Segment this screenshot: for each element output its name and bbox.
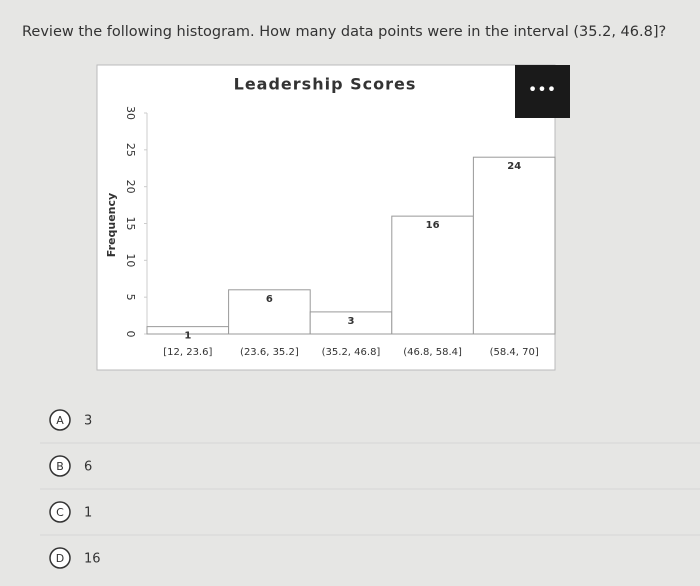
y-tick-label: 15: [124, 217, 137, 231]
option-text[interactable]: 6: [84, 460, 92, 475]
x-tick-label: (35.2, 46.8]: [322, 347, 381, 358]
value-label: 1: [184, 331, 191, 342]
x-tick-label: (46.8, 58.4]: [403, 347, 462, 358]
bar: [472, 156, 556, 335]
option-circle[interactable]: [49, 455, 71, 477]
y-tick-label: 0: [124, 331, 137, 338]
value-label: 3: [348, 316, 355, 327]
y-tick-label: 5: [124, 294, 137, 301]
option-letter[interactable]: C: [56, 506, 64, 519]
option-circle[interactable]: [49, 501, 71, 523]
plot: 0 5 10 15 20 25 30 1 [12, 23.6] 6 (23.6, 35.2] 3 (35…: [124, 106, 556, 358]
option-text[interactable]: 1: [84, 506, 92, 521]
value-label: 6: [266, 294, 273, 305]
y-tick-label: 10: [124, 253, 137, 267]
question: Review the following histogram. How many…: [22, 24, 666, 40]
value-label: 16: [426, 220, 440, 231]
option-text[interactable]: 3: [84, 414, 92, 429]
option-text[interactable]: 16: [84, 552, 101, 567]
option-letter[interactable]: A: [56, 414, 64, 427]
y-tick-label: 30: [124, 106, 137, 120]
bar: [228, 289, 311, 335]
x-tick-label: (58.4, 70]: [490, 347, 539, 358]
bar: [391, 215, 474, 335]
value-label: 24: [507, 161, 521, 172]
y-axis-label: Frequency: [105, 193, 118, 257]
y-tick-label: 25: [124, 143, 137, 157]
option-circle[interactable]: [49, 547, 71, 569]
x-tick-label: (23.6, 35.2]: [240, 347, 299, 358]
x-tick-label: [12, 23.6]: [163, 347, 212, 358]
menu-button[interactable]: [515, 65, 570, 118]
y-tick-label: 20: [124, 180, 137, 194]
option-circle[interactable]: [49, 409, 71, 431]
option-letter[interactable]: B: [56, 460, 64, 473]
menu-icon[interactable]: •••: [528, 80, 556, 99]
options: A 3 B 6 C 1 D 16: [40, 409, 700, 569]
chart-title: Leadership Scores: [234, 75, 417, 94]
option-letter[interactable]: D: [56, 552, 64, 565]
